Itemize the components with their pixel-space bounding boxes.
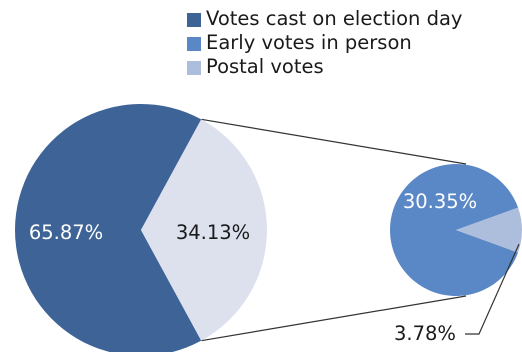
legend-label: Votes cast on election day xyxy=(206,7,462,30)
data-label-postal-votes: 3.78% xyxy=(394,322,456,345)
main-pie xyxy=(14,104,267,357)
legend-item-votes-cast-on-election-day: Votes cast on election day xyxy=(187,7,462,30)
legend-label: Early votes in person xyxy=(206,31,412,54)
sub-slice-early-votes-in-person xyxy=(389,164,519,297)
data-label-early-votes-in-person: 30.35% xyxy=(403,190,477,213)
data-label-votes-cast-on-election-day: 65.87% xyxy=(29,221,103,244)
legend-swatch xyxy=(187,61,201,75)
sub-slice-postal-votes xyxy=(456,207,522,253)
main-slice-votes-cast-on-election-day xyxy=(14,104,202,357)
legend-swatch xyxy=(187,37,201,51)
data-labels: 65.87% 34.13% 30.35% 3.78% xyxy=(29,190,520,345)
main-slice-combined xyxy=(141,119,267,341)
connector-line-top xyxy=(201,118,467,165)
secondary-pie xyxy=(389,164,522,297)
legend-label: Postal votes xyxy=(206,55,324,78)
connector-line-bottom xyxy=(201,295,467,342)
connector-lines xyxy=(201,118,467,342)
legend-item-postal-votes: Postal votes xyxy=(187,55,324,78)
legend-item-early-votes-in-person: Early votes in person xyxy=(187,31,412,54)
legend-swatch xyxy=(187,13,201,27)
data-label-combined: 34.13% xyxy=(176,221,250,244)
leader-line-postal xyxy=(465,243,520,335)
